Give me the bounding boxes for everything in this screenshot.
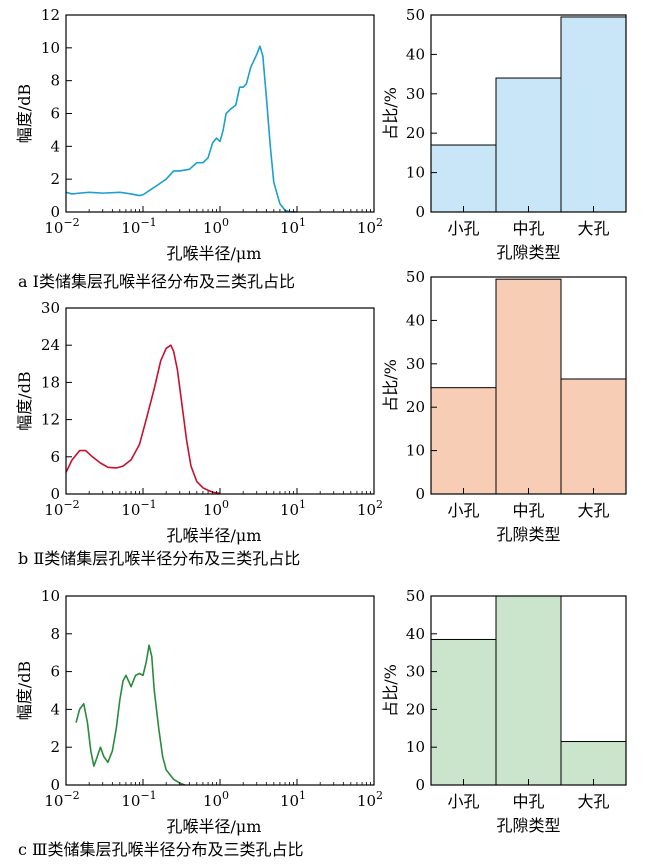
bar-chart-a: 0 10 20 30 40 50 小孔 中孔 大孔 孔隙类型 占比/% (381, 6, 627, 262)
bar-y-axis-label: 占比/% (381, 359, 400, 412)
x-tick-label: 102 (357, 216, 383, 237)
y-tick-label: 10 (41, 39, 60, 57)
x-tick-label: 100 (203, 216, 229, 237)
y-tick-label: 0 (50, 485, 60, 503)
x-axis-label: 孔喉半径/μm (167, 526, 262, 545)
bar-x-axis-label: 孔隙类型 (496, 816, 560, 835)
x-tick-label: 101 (280, 789, 306, 810)
bar-小孔 (430, 638, 497, 786)
y-tick-label: 4 (50, 137, 60, 155)
x-tick-label: 10−1 (121, 498, 156, 519)
category-label: 中孔 (512, 501, 544, 520)
y-tick-label: 0 (50, 203, 60, 221)
bar-y-tick-label: 20 (406, 398, 425, 416)
y-tick-label: 8 (50, 72, 60, 90)
y-tick-label: 12 (41, 6, 60, 24)
x-tick-label: 101 (280, 498, 306, 519)
x-tick-label: 100 (203, 789, 229, 810)
y-tick-label: 2 (50, 170, 60, 188)
x-tick-label: 102 (357, 789, 383, 810)
bar-y-tick-label: 0 (415, 485, 425, 503)
bar-大孔 (560, 741, 627, 786)
bar-x-axis-label: 孔隙类型 (496, 243, 560, 262)
y-tick-label: 30 (41, 299, 60, 317)
y-axis-label: 幅度/dB (15, 371, 34, 430)
y-tick-label: 6 (50, 448, 60, 466)
bar-中孔 (495, 77, 562, 213)
bar-y-tick-label: 50 (406, 587, 425, 605)
y-axis-label: 幅度/dB (15, 84, 34, 143)
y-tick-label: 12 (41, 411, 60, 429)
category-label: 中孔 (512, 219, 544, 238)
x-tick-label: 10−1 (121, 789, 156, 810)
category-label: 大孔 (577, 501, 609, 520)
bar-y-axis-label: 占比/% (381, 664, 400, 717)
category-label: 小孔 (447, 501, 479, 520)
bar-y-tick-label: 50 (406, 268, 425, 286)
bar-y-axis-label: 占比/% (381, 87, 400, 140)
bar-y-tick-label: 50 (406, 6, 425, 24)
bar-y-tick-label: 10 (406, 164, 425, 182)
line-series-b (65, 344, 221, 495)
bar-x-axis-label: 孔隙类型 (496, 525, 560, 544)
bar-中孔 (495, 595, 562, 786)
x-tick-label: 102 (357, 498, 383, 519)
bar-y-tick-label: 0 (415, 776, 425, 794)
y-tick-label: 18 (41, 373, 60, 391)
bar-小孔 (430, 144, 497, 213)
x-tick-label: 101 (280, 216, 306, 237)
bar-中孔 (495, 278, 562, 495)
bar-y-tick-label: 40 (406, 625, 425, 643)
bar-大孔 (560, 378, 627, 495)
y-tick-label: 8 (50, 625, 60, 643)
category-label: 中孔 (512, 792, 544, 811)
x-axis-label: 孔喉半径/μm (167, 244, 262, 263)
y-axis-label: 幅度/dB (15, 661, 34, 720)
bar-小孔 (430, 387, 497, 495)
bar-y-tick-label: 40 (406, 45, 425, 63)
category-label: 大孔 (577, 792, 609, 811)
bar-y-tick-label: 30 (406, 663, 425, 681)
x-axis-label: 孔喉半径/μm (167, 817, 262, 836)
bar-y-tick-label: 30 (406, 355, 425, 373)
y-tick-label: 6 (50, 663, 60, 681)
bar-y-tick-label: 20 (406, 700, 425, 718)
bar-y-tick-label: 30 (406, 85, 425, 103)
panel-caption: a Ⅰ类储集层孔喉半径分布及三类孔占比 (18, 272, 295, 291)
x-tick-label: 100 (203, 498, 229, 519)
category-label: 小孔 (447, 219, 479, 238)
y-tick-label: 24 (41, 336, 60, 354)
bar-大孔 (560, 16, 627, 213)
bar-chart-c: 0 10 20 30 40 50 小孔 中孔 大孔 孔隙类型 占比/% (381, 587, 627, 835)
panel-caption: c Ⅲ类储集层孔喉半径分布及三类孔占比 (18, 840, 303, 859)
bar-y-tick-label: 0 (415, 203, 425, 221)
line-series-a (65, 45, 298, 213)
bar-y-tick-label: 10 (406, 442, 425, 460)
y-tick-label: 6 (50, 105, 60, 123)
bar-y-tick-label: 10 (406, 738, 425, 756)
x-tick-label: 10−1 (121, 216, 156, 237)
y-tick-label: 0 (50, 776, 60, 794)
y-tick-label: 10 (41, 587, 60, 605)
line-series-c (75, 644, 186, 786)
category-label: 小孔 (447, 792, 479, 811)
bar-y-tick-label: 40 (406, 311, 425, 329)
y-tick-label: 2 (50, 738, 60, 756)
y-tick-label: 4 (50, 700, 60, 718)
bar-chart-b: 0 10 20 30 40 50 小孔 中孔 大孔 孔隙类型 占比/% (381, 268, 627, 544)
panel-caption: b Ⅱ类储集层孔喉半径分布及三类孔占比 (18, 549, 300, 568)
bar-y-tick-label: 20 (406, 124, 425, 142)
category-label: 大孔 (577, 219, 609, 238)
